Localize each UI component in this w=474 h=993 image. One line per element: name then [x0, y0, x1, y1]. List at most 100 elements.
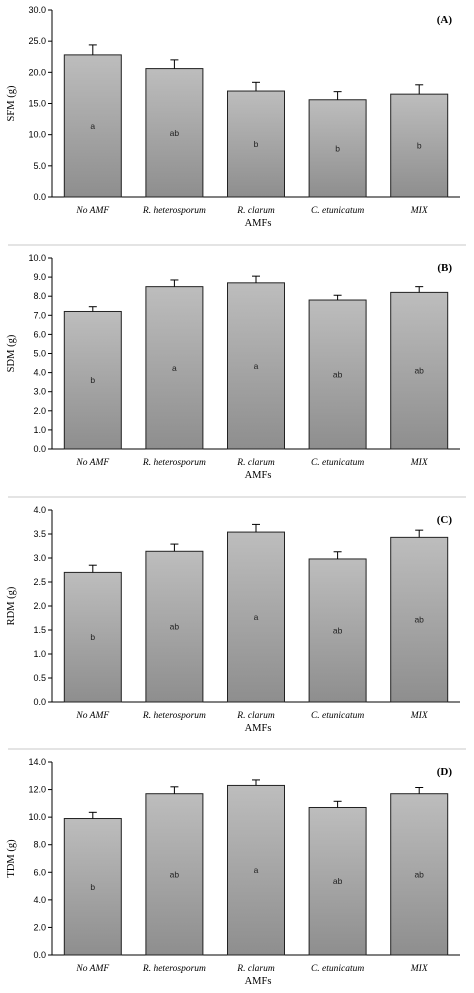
bar-3	[227, 90, 285, 198]
x-tick-label: R. clarum	[236, 964, 275, 974]
bar-4	[308, 299, 367, 450]
x-tick-label: R. heterosporum	[142, 458, 206, 468]
y-axis-title: SFM (g)	[6, 85, 17, 121]
y-tick-label: 4.0	[33, 368, 46, 378]
y-tick-label: 4.0	[33, 505, 46, 515]
bar-3	[227, 531, 285, 703]
y-tick-label: 10.0	[28, 253, 46, 263]
y-tick-label: 2.5	[33, 577, 46, 587]
y-tick-label: 12.0	[28, 785, 46, 795]
significance-letter: ab	[170, 622, 180, 632]
significance-letter: ab	[333, 370, 343, 380]
y-tick-label: 3.5	[33, 529, 46, 539]
significance-letter: a	[254, 361, 259, 371]
panel-label: (A)	[437, 14, 453, 26]
bar-5	[390, 93, 449, 198]
bar-4	[308, 99, 367, 198]
y-axis-title: TDM (g)	[6, 839, 17, 878]
significance-letter: ab	[414, 869, 424, 879]
y-tick-label: 10.0	[28, 812, 46, 822]
y-tick-label: 1.5	[33, 625, 46, 635]
x-axis-title: AMFs	[245, 470, 272, 481]
y-tick-label: 9.0	[33, 272, 46, 282]
significance-letter: a	[254, 612, 259, 622]
panel-label: (D)	[437, 766, 453, 778]
x-tick-label: C. etunicatum	[311, 711, 364, 721]
significance-letter: ab	[414, 366, 424, 376]
y-tick-label: 8.0	[33, 840, 46, 850]
y-tick-label: 5.0	[33, 161, 46, 171]
x-tick-label: C. etunicatum	[311, 206, 364, 216]
significance-letter: ab	[333, 876, 343, 886]
x-tick-label: R. heterosporum	[142, 711, 206, 721]
bar-1	[63, 54, 122, 198]
y-tick-label: 4.0	[33, 895, 46, 905]
significance-letter: b	[90, 375, 95, 385]
x-tick-label: No AMF	[75, 964, 109, 974]
significance-letter: a	[172, 363, 177, 373]
chart-panel-1: 0.0 5.0 10.0 15.0 20.0 25.0 30.0 SFM (g) (A) a No …	[6, 5, 460, 229]
x-tick-label: MIX	[410, 458, 429, 468]
x-tick-label: C. etunicatum	[311, 458, 364, 468]
y-tick-label: 0.0	[33, 950, 46, 960]
x-axis-title: AMFs	[245, 723, 272, 734]
bar-2	[145, 793, 204, 956]
bar-2	[145, 286, 204, 450]
bar-4	[308, 806, 367, 956]
significance-letter: b	[254, 139, 259, 149]
x-axis-title: AMFs	[245, 976, 272, 987]
significance-letter: b	[90, 882, 95, 892]
bar-5	[390, 793, 449, 956]
x-tick-label: R. clarum	[236, 711, 275, 721]
significance-letter: ab	[414, 615, 424, 625]
y-tick-label: 2.0	[33, 406, 46, 416]
panel-label: (B)	[437, 262, 452, 274]
y-tick-label: 8.0	[33, 291, 46, 301]
y-axis-title: RDM (g)	[6, 586, 17, 625]
y-tick-label: 25.0	[28, 36, 46, 46]
y-tick-label: 10.0	[28, 130, 46, 140]
panel-label: (C)	[437, 514, 453, 526]
y-tick-label: 0.0	[33, 192, 46, 202]
y-tick-label: 3.0	[33, 553, 46, 563]
x-tick-label: MIX	[410, 206, 429, 216]
bar-5	[390, 291, 449, 450]
bar-4	[308, 558, 367, 703]
x-axis-title: AMFs	[245, 218, 272, 229]
significance-letter: ab	[170, 128, 180, 138]
significance-letter: b	[90, 632, 95, 642]
bar-2	[145, 68, 204, 198]
x-tick-label: MIX	[410, 964, 429, 974]
y-tick-label: 15.0	[28, 99, 46, 109]
y-tick-label: 2.0	[33, 601, 46, 611]
significance-letter: a	[90, 121, 95, 131]
y-tick-label: 1.0	[33, 425, 46, 435]
x-tick-label: R. clarum	[236, 206, 275, 216]
y-tick-label: 0.0	[33, 697, 46, 707]
y-tick-label: 30.0	[28, 5, 46, 15]
significance-letter: b	[417, 141, 422, 151]
y-tick-label: 3.0	[33, 387, 46, 397]
x-tick-label: C. etunicatum	[311, 964, 364, 974]
significance-letter: ab	[333, 625, 343, 635]
x-tick-label: No AMF	[75, 458, 109, 468]
y-tick-label: 1.0	[33, 649, 46, 659]
chart-panel-3: 0.0 0.5 1.0 1.5 2.0 2.5 3.0 3.5 4.0 RDM (g) (C) b No…	[6, 505, 460, 734]
y-tick-label: 2.0	[33, 922, 46, 932]
y-tick-label: 6.0	[33, 329, 46, 339]
x-tick-label: R. heterosporum	[142, 206, 206, 216]
bar-1	[63, 818, 122, 956]
bar-5	[390, 536, 449, 703]
y-tick-label: 0.0	[33, 444, 46, 454]
y-tick-label: 5.0	[33, 349, 46, 359]
y-tick-label: 0.5	[33, 673, 46, 683]
y-axis-title: SDM (g)	[6, 334, 17, 372]
x-tick-label: MIX	[410, 711, 429, 721]
bar-3	[227, 282, 285, 450]
x-tick-label: No AMF	[75, 206, 109, 216]
chart-panel-4: 0.0 2.0 4.0 6.0 8.0 10.0 12.0 14.0 TDM (g) (D) b No…	[6, 757, 460, 987]
x-tick-label: No AMF	[75, 711, 109, 721]
x-tick-label: R. heterosporum	[142, 964, 206, 974]
y-tick-label: 14.0	[28, 757, 46, 767]
